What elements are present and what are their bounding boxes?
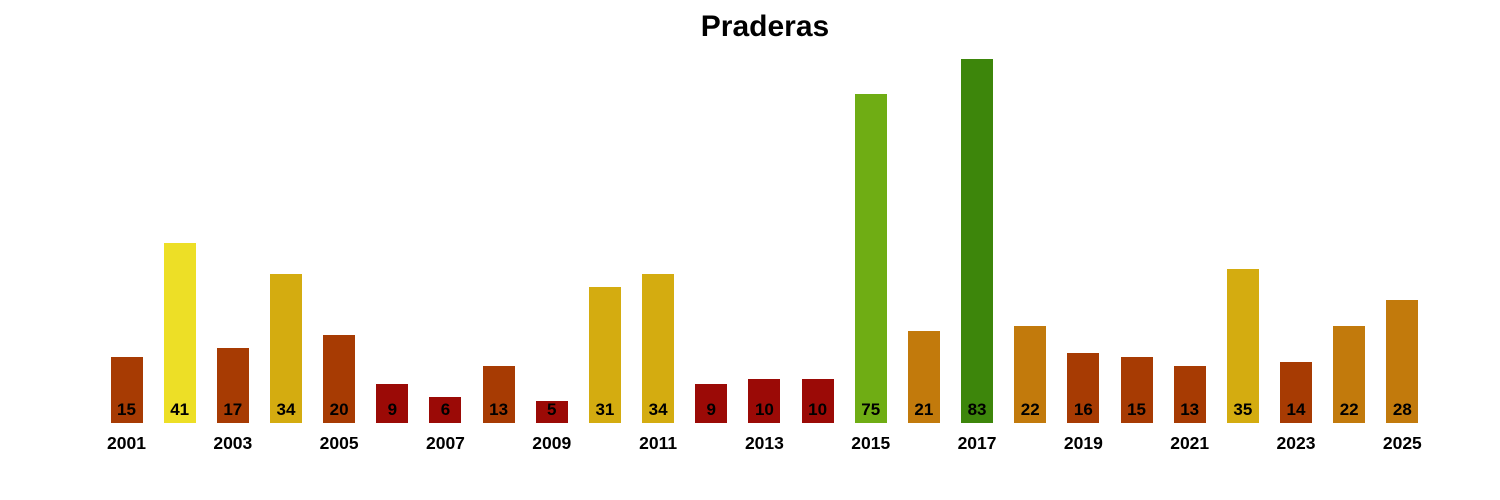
bar-2013 bbox=[748, 379, 781, 423]
x-tick-label-2017: 2017 bbox=[957, 433, 997, 453]
bar-2003 bbox=[216, 348, 249, 423]
bar-value-label-2024: 22 bbox=[1339, 400, 1359, 419]
bar-2007 bbox=[429, 396, 462, 423]
bar-2004 bbox=[269, 273, 302, 423]
bar-2015 bbox=[854, 93, 887, 423]
bar-value-label-2019: 16 bbox=[1073, 400, 1093, 419]
x-tick-label-2007: 2007 bbox=[425, 433, 465, 453]
bar-2011 bbox=[642, 273, 675, 423]
bar-value-label-2011: 34 bbox=[648, 400, 668, 419]
x-tick-label-2015: 2015 bbox=[851, 433, 891, 453]
bar-value-label-2008: 13 bbox=[489, 400, 509, 419]
x-tick-label-2019: 2019 bbox=[1063, 433, 1103, 453]
bar-2024 bbox=[1333, 326, 1366, 423]
bar-2005 bbox=[323, 335, 356, 423]
bar-2017 bbox=[961, 58, 994, 423]
bar-2020 bbox=[1120, 357, 1153, 423]
bar-2016 bbox=[907, 330, 940, 423]
bar-2008 bbox=[482, 365, 515, 423]
x-tick-label-2013: 2013 bbox=[744, 433, 784, 453]
x-tick-label-2025: 2025 bbox=[1382, 433, 1422, 453]
bar-2021 bbox=[1173, 365, 1206, 423]
bar-value-label-2004: 34 bbox=[276, 400, 296, 419]
bar-value-label-2002: 41 bbox=[170, 400, 190, 419]
x-tick-label-2011: 2011 bbox=[639, 433, 678, 453]
bar-value-label-2007: 6 bbox=[440, 400, 451, 419]
x-tick-label-2001: 2001 bbox=[107, 433, 146, 453]
bar-value-label-2017: 83 bbox=[967, 400, 987, 419]
x-tick-label-2005: 2005 bbox=[319, 433, 359, 453]
bar-2025 bbox=[1386, 300, 1419, 423]
x-tick-label-2023: 2023 bbox=[1276, 433, 1316, 453]
bar-2012 bbox=[695, 383, 728, 423]
bar-2001 bbox=[110, 357, 143, 423]
bar-2023 bbox=[1280, 361, 1313, 423]
bar-value-label-2005: 20 bbox=[329, 400, 349, 419]
bar-value-label-2018: 22 bbox=[1020, 400, 1040, 419]
bar-value-label-2020: 15 bbox=[1127, 400, 1146, 419]
bar-value-label-2022: 35 bbox=[1233, 400, 1253, 419]
bar-value-label-2023: 14 bbox=[1286, 400, 1306, 419]
bar-value-label-2006: 9 bbox=[387, 400, 398, 419]
bar-value-label-2010: 31 bbox=[595, 400, 615, 419]
bar-2014 bbox=[801, 379, 834, 423]
bar-value-label-2001: 15 bbox=[117, 400, 136, 419]
x-tick-label-2003: 2003 bbox=[213, 433, 253, 453]
bar-value-label-2015: 75 bbox=[861, 400, 881, 419]
bar-2010 bbox=[588, 286, 621, 423]
bar-value-label-2012: 9 bbox=[706, 400, 716, 419]
bar-value-label-2014: 10 bbox=[808, 400, 828, 419]
x-tick-label-2009: 2009 bbox=[532, 433, 572, 453]
bar-2009 bbox=[535, 401, 568, 423]
bar-2002 bbox=[163, 243, 196, 423]
bar-2006 bbox=[376, 383, 409, 423]
bar-2022 bbox=[1226, 269, 1259, 423]
bar-value-label-2003: 17 bbox=[223, 400, 243, 419]
bar-value-label-2013: 10 bbox=[754, 400, 774, 419]
bar-2018 bbox=[1014, 326, 1047, 423]
bar-value-label-2009: 5 bbox=[547, 400, 557, 419]
bar-value-label-2016: 21 bbox=[914, 400, 934, 419]
bar-value-label-2025: 28 bbox=[1392, 400, 1412, 419]
bar-2019 bbox=[1067, 352, 1100, 423]
x-tick-label-2021: 2021 bbox=[1170, 433, 1210, 453]
bar-value-label-2021: 13 bbox=[1180, 400, 1200, 419]
chart-title: Praderas bbox=[700, 10, 830, 43]
